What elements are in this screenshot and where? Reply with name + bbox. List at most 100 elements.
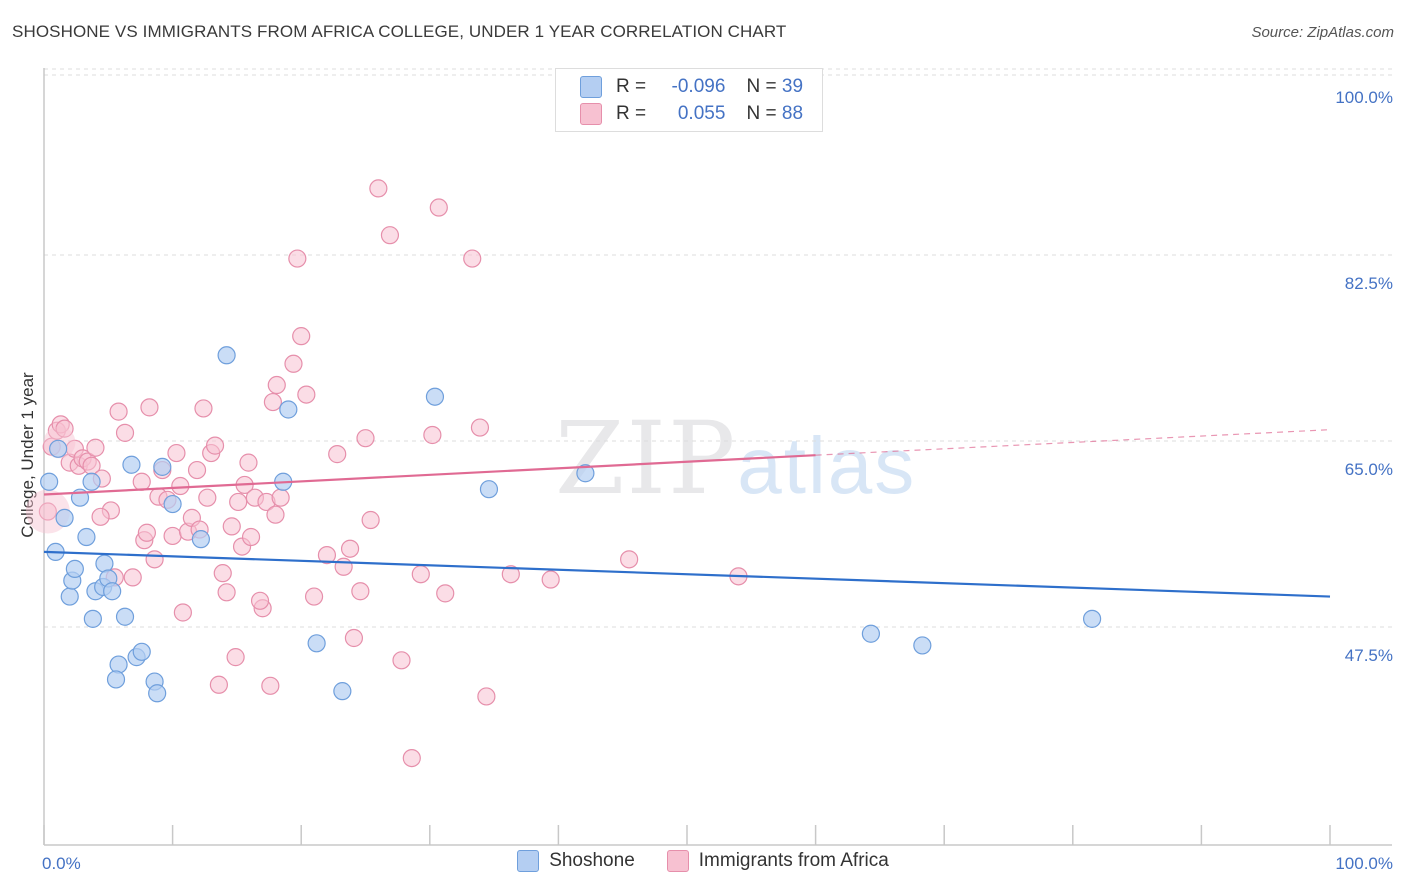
immigrants-point <box>392 651 411 670</box>
immigrants-point <box>109 402 128 421</box>
legend-row-immigrants: R = 0.055 N = 88 <box>580 102 803 126</box>
shoshone-point <box>913 636 932 655</box>
immigrants-point <box>297 385 316 404</box>
legend-n-value: 88 <box>781 103 804 124</box>
y-tick-label: 82.5% <box>1345 274 1393 293</box>
immigrants-point <box>328 445 347 464</box>
correlation-legend: R = -0.096 N = 39 R = 0.055 N = 88 <box>555 68 823 132</box>
immigrants-point <box>173 603 192 622</box>
immigrants-point <box>288 249 307 268</box>
shoshone-point <box>60 587 79 606</box>
immigrants-point <box>55 419 74 438</box>
immigrants-point <box>137 523 156 542</box>
immigrants-point <box>163 526 182 546</box>
legend-item-immigrants: Immigrants from Africa <box>666 850 889 872</box>
immigrants-point <box>267 375 286 395</box>
legend-r-label: R = <box>616 76 647 97</box>
trend-lines <box>43 429 1331 598</box>
immigrants-point <box>620 550 639 569</box>
shoshone-point <box>77 527 96 547</box>
immigrants-point <box>369 179 388 198</box>
legend-r-value: -0.096 <box>671 76 726 97</box>
legend-r-label: R = <box>616 103 647 124</box>
shoshone-point <box>115 607 135 626</box>
immigrants-point <box>241 527 261 547</box>
immigrants-point <box>266 505 285 524</box>
immigrants-point <box>271 488 290 507</box>
immigrants-point <box>263 392 283 412</box>
immigrants-point <box>115 423 135 442</box>
immigrants-point <box>140 398 159 417</box>
series-legend: Shoshone Immigrants from Africa <box>0 850 1406 872</box>
immigrants-point <box>132 472 151 491</box>
y-tick-label: 47.5% <box>1345 646 1393 665</box>
x-tick-label: 0.0% <box>42 854 81 873</box>
immigrants-point <box>213 564 232 583</box>
immigrants-point <box>356 429 375 448</box>
legend-swatch-pink <box>666 850 689 872</box>
immigrants-point <box>344 628 364 648</box>
legend-n-label: N = <box>746 76 777 97</box>
shoshone-point <box>148 684 167 703</box>
y-tick-label: 65.0% <box>1345 460 1393 479</box>
immigrants-point <box>541 570 560 589</box>
axes <box>43 68 1392 846</box>
legend-label-shoshone: Shoshone <box>549 850 635 871</box>
shoshone-point <box>95 554 114 573</box>
immigrants-point <box>145 550 164 569</box>
immigrants-point <box>38 502 57 521</box>
shoshone-point <box>163 494 182 514</box>
watermark-zip: ZIP <box>555 400 738 517</box>
immigrants-point <box>340 539 360 558</box>
shoshone-point <box>425 387 445 406</box>
immigrants-point <box>380 226 400 245</box>
immigrants-point <box>436 584 455 603</box>
immigrants-point <box>226 648 245 667</box>
shoshone-point <box>82 472 101 491</box>
immigrants-point <box>304 587 324 606</box>
watermark-atlas: atlas <box>737 421 917 510</box>
immigrants-point <box>361 510 380 530</box>
legend-swatch-pink <box>580 103 602 125</box>
legend-label-immigrants: Immigrants from Africa <box>698 850 889 871</box>
shoshone-point <box>217 346 236 365</box>
shoshone-point <box>153 457 172 476</box>
shoshone-trend-line <box>43 550 1331 598</box>
immigrants-point <box>411 565 430 584</box>
immigrants-point <box>171 476 190 496</box>
immigrants-point <box>91 507 110 526</box>
chart-title: SHOSHONE VS IMMIGRANTS FROM AFRICA COLLE… <box>12 22 787 41</box>
legend-r-value: 0.055 <box>677 103 726 124</box>
shoshone-point <box>132 642 151 661</box>
shoshone-point <box>40 472 59 491</box>
immigrants-point <box>261 676 280 695</box>
immigrants-point <box>209 675 228 694</box>
legend-n-label: N = <box>746 103 777 124</box>
shoshone-point <box>333 682 352 701</box>
immigrants-point <box>217 583 236 602</box>
immigrants-point <box>423 425 442 445</box>
shoshone-point <box>576 464 595 483</box>
shoshone-point <box>65 559 84 579</box>
legend-swatch-blue <box>517 850 540 872</box>
tick-labels: 47.5% 65.0% 82.5% 100.0% 0.0% 100.0% <box>42 88 1393 873</box>
immigrants-point <box>198 488 217 507</box>
shoshone-point <box>103 582 122 601</box>
immigrants-point <box>470 418 490 437</box>
immigrants-point <box>429 198 448 217</box>
immigrants-point <box>123 568 142 587</box>
immigrants-trend-extension <box>815 429 1331 456</box>
immigrants-point <box>239 453 258 472</box>
shoshone-point <box>1082 609 1102 628</box>
shoshone-point <box>83 609 102 628</box>
immigrants-point <box>222 517 241 536</box>
immigrants-point <box>194 399 213 418</box>
immigrants-point <box>317 545 337 565</box>
immigrants-point <box>477 687 496 706</box>
shoshone-point <box>55 508 74 527</box>
immigrants-point <box>334 557 353 576</box>
legend-row-shoshone: R = -0.096 N = 39 <box>580 75 803 99</box>
x-tick-label: 100.0% <box>1335 854 1393 873</box>
shoshone-point <box>122 455 141 474</box>
